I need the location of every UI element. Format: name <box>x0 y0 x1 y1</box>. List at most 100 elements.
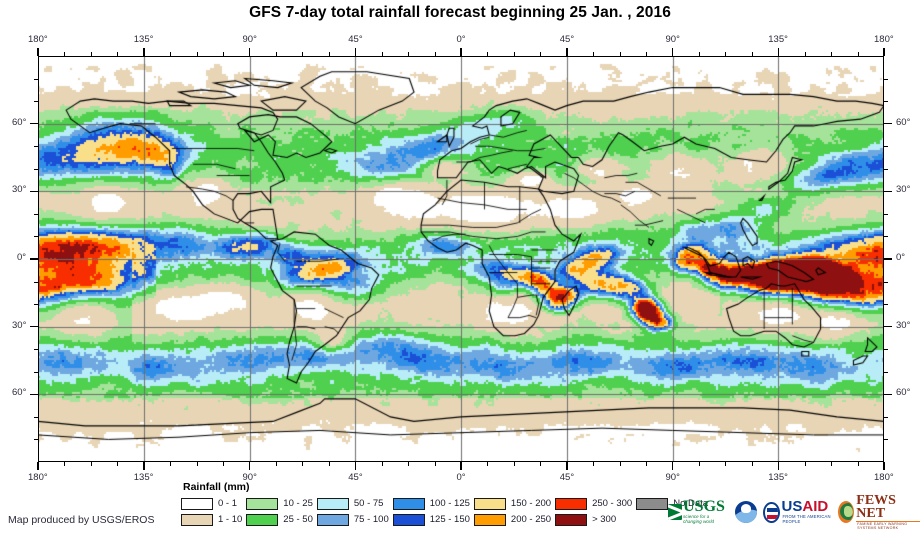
x-tick-major <box>883 462 885 470</box>
x-tick-minor <box>487 52 489 56</box>
y-tick-minor <box>884 146 888 148</box>
y-tick-major <box>884 190 892 193</box>
legend-label: 50 - 75 <box>353 498 384 509</box>
x-tick-major <box>37 48 39 56</box>
legend-swatch <box>636 497 669 510</box>
usgs-logo[interactable]: USGS science for a changing world <box>668 498 729 526</box>
x-tick-minor <box>725 462 727 466</box>
x-axis-label: 45° <box>348 472 363 483</box>
legend-item[interactable]: 150 - 200 <box>473 497 552 510</box>
x-axis-label: 180° <box>874 472 894 483</box>
legend-item[interactable]: 75 - 100 <box>316 513 389 526</box>
legend-item[interactable]: 250 - 300 <box>555 497 632 510</box>
legend-swatch <box>473 513 506 526</box>
fews-globe-icon <box>838 501 855 523</box>
legend-item[interactable]: > 300 <box>555 513 632 526</box>
x-tick-minor <box>487 462 489 466</box>
y-tick-minor <box>34 304 38 306</box>
y-tick-major <box>884 325 892 328</box>
y-tick-minor <box>34 146 38 148</box>
usgs-wordmark: USGS <box>683 498 725 515</box>
legend-item[interactable]: No Data <box>636 497 708 510</box>
legend-item[interactable]: 125 - 150 <box>392 513 470 526</box>
x-tick-minor <box>857 52 859 56</box>
legend-swatch <box>392 513 425 526</box>
y-axis-label: 30° <box>12 319 27 331</box>
y-tick-minor <box>34 281 38 283</box>
x-tick-minor <box>117 52 119 56</box>
legend-column: 150 - 200 200 - 250 <box>473 497 552 526</box>
x-tick-minor <box>196 52 198 56</box>
map-credit: Map produced by USGS/EROS <box>8 514 155 526</box>
x-axis-label: 180° <box>28 34 48 45</box>
x-tick-minor <box>434 462 436 466</box>
x-tick-minor <box>698 462 700 466</box>
x-tick-minor <box>751 462 753 466</box>
y-tick-major <box>30 122 38 125</box>
legend-column: 100 - 125 125 - 150 <box>392 497 470 526</box>
x-tick-major <box>566 48 568 56</box>
legend-label: No Data <box>673 498 709 509</box>
x-tick-minor <box>275 462 277 466</box>
y-tick-major <box>30 325 38 328</box>
y-tick-minor <box>34 371 38 373</box>
map-panel[interactable] <box>38 56 884 462</box>
y-tick-minor <box>34 416 38 418</box>
x-tick-minor <box>619 462 621 466</box>
x-axis-label: 135° <box>768 472 788 483</box>
x-axis-label: 90° <box>242 472 257 483</box>
legend-label: 250 - 300 <box>592 498 633 509</box>
x-tick-minor <box>275 52 277 56</box>
x-tick-minor <box>540 462 542 466</box>
x-tick-major <box>566 462 568 470</box>
x-tick-minor <box>646 462 648 466</box>
rainfall-raster-map[interactable] <box>38 56 884 462</box>
x-tick-major <box>777 48 779 56</box>
legend-item[interactable]: 1 - 10 <box>181 513 242 526</box>
legend-item[interactable]: 200 - 250 <box>473 513 552 526</box>
x-tick-minor <box>90 462 92 466</box>
legend-swatch <box>555 513 588 526</box>
fews-tagline: FAMINE EARLY WARNING SYSTEMS NETWORK <box>857 522 908 530</box>
y-tick-minor <box>34 349 38 351</box>
legend-column: 0 - 1 1 - 10 <box>181 497 242 526</box>
legend-item[interactable]: 25 - 50 <box>246 513 313 526</box>
x-tick-minor <box>593 52 595 56</box>
usaid-logo[interactable]: USAID FROM THE AMERICAN PEOPLE <box>762 498 833 526</box>
usaid-seal-icon <box>762 501 780 523</box>
x-tick-minor <box>223 52 225 56</box>
x-axis-label: 90° <box>665 34 680 45</box>
legend-label: 100 - 125 <box>429 498 470 509</box>
x-axis-label: 90° <box>665 472 680 483</box>
x-axis-label: 45° <box>348 34 363 45</box>
x-tick-minor <box>804 52 806 56</box>
x-tick-minor <box>540 52 542 56</box>
x-tick-minor <box>381 52 383 56</box>
y-axis-label: 60° <box>896 387 911 399</box>
legend-label: 1 - 10 <box>218 514 243 525</box>
y-axis-label: 30° <box>12 184 27 196</box>
y-tick-minor <box>34 236 38 238</box>
legend-label: 200 - 250 <box>510 514 552 525</box>
x-tick-minor <box>751 52 753 56</box>
x-tick-minor <box>513 462 515 466</box>
legend-label: 150 - 200 <box>510 498 552 509</box>
usgs-tagline: science for a changing world <box>683 514 715 524</box>
fews-logo[interactable]: FEWS NET FAMINE EARLY WARNING SYSTEMS NE… <box>838 494 920 530</box>
x-tick-minor <box>593 462 595 466</box>
x-tick-major <box>671 462 674 470</box>
x-tick-major <box>460 462 462 470</box>
legend-item[interactable]: 50 - 75 <box>316 497 389 510</box>
legend-item[interactable]: 100 - 125 <box>392 497 470 510</box>
x-tick-minor <box>170 462 172 466</box>
y-tick-major <box>30 393 38 396</box>
x-tick-minor <box>831 52 833 56</box>
y-axis-label: 60° <box>896 116 911 128</box>
noaa-logo[interactable] <box>734 498 757 526</box>
legend-item[interactable]: 10 - 25 <box>246 497 313 510</box>
x-tick-major <box>248 462 251 470</box>
x-tick-minor <box>328 462 330 466</box>
legend-swatch <box>473 497 506 510</box>
legend-item[interactable]: 0 - 1 <box>181 497 242 510</box>
